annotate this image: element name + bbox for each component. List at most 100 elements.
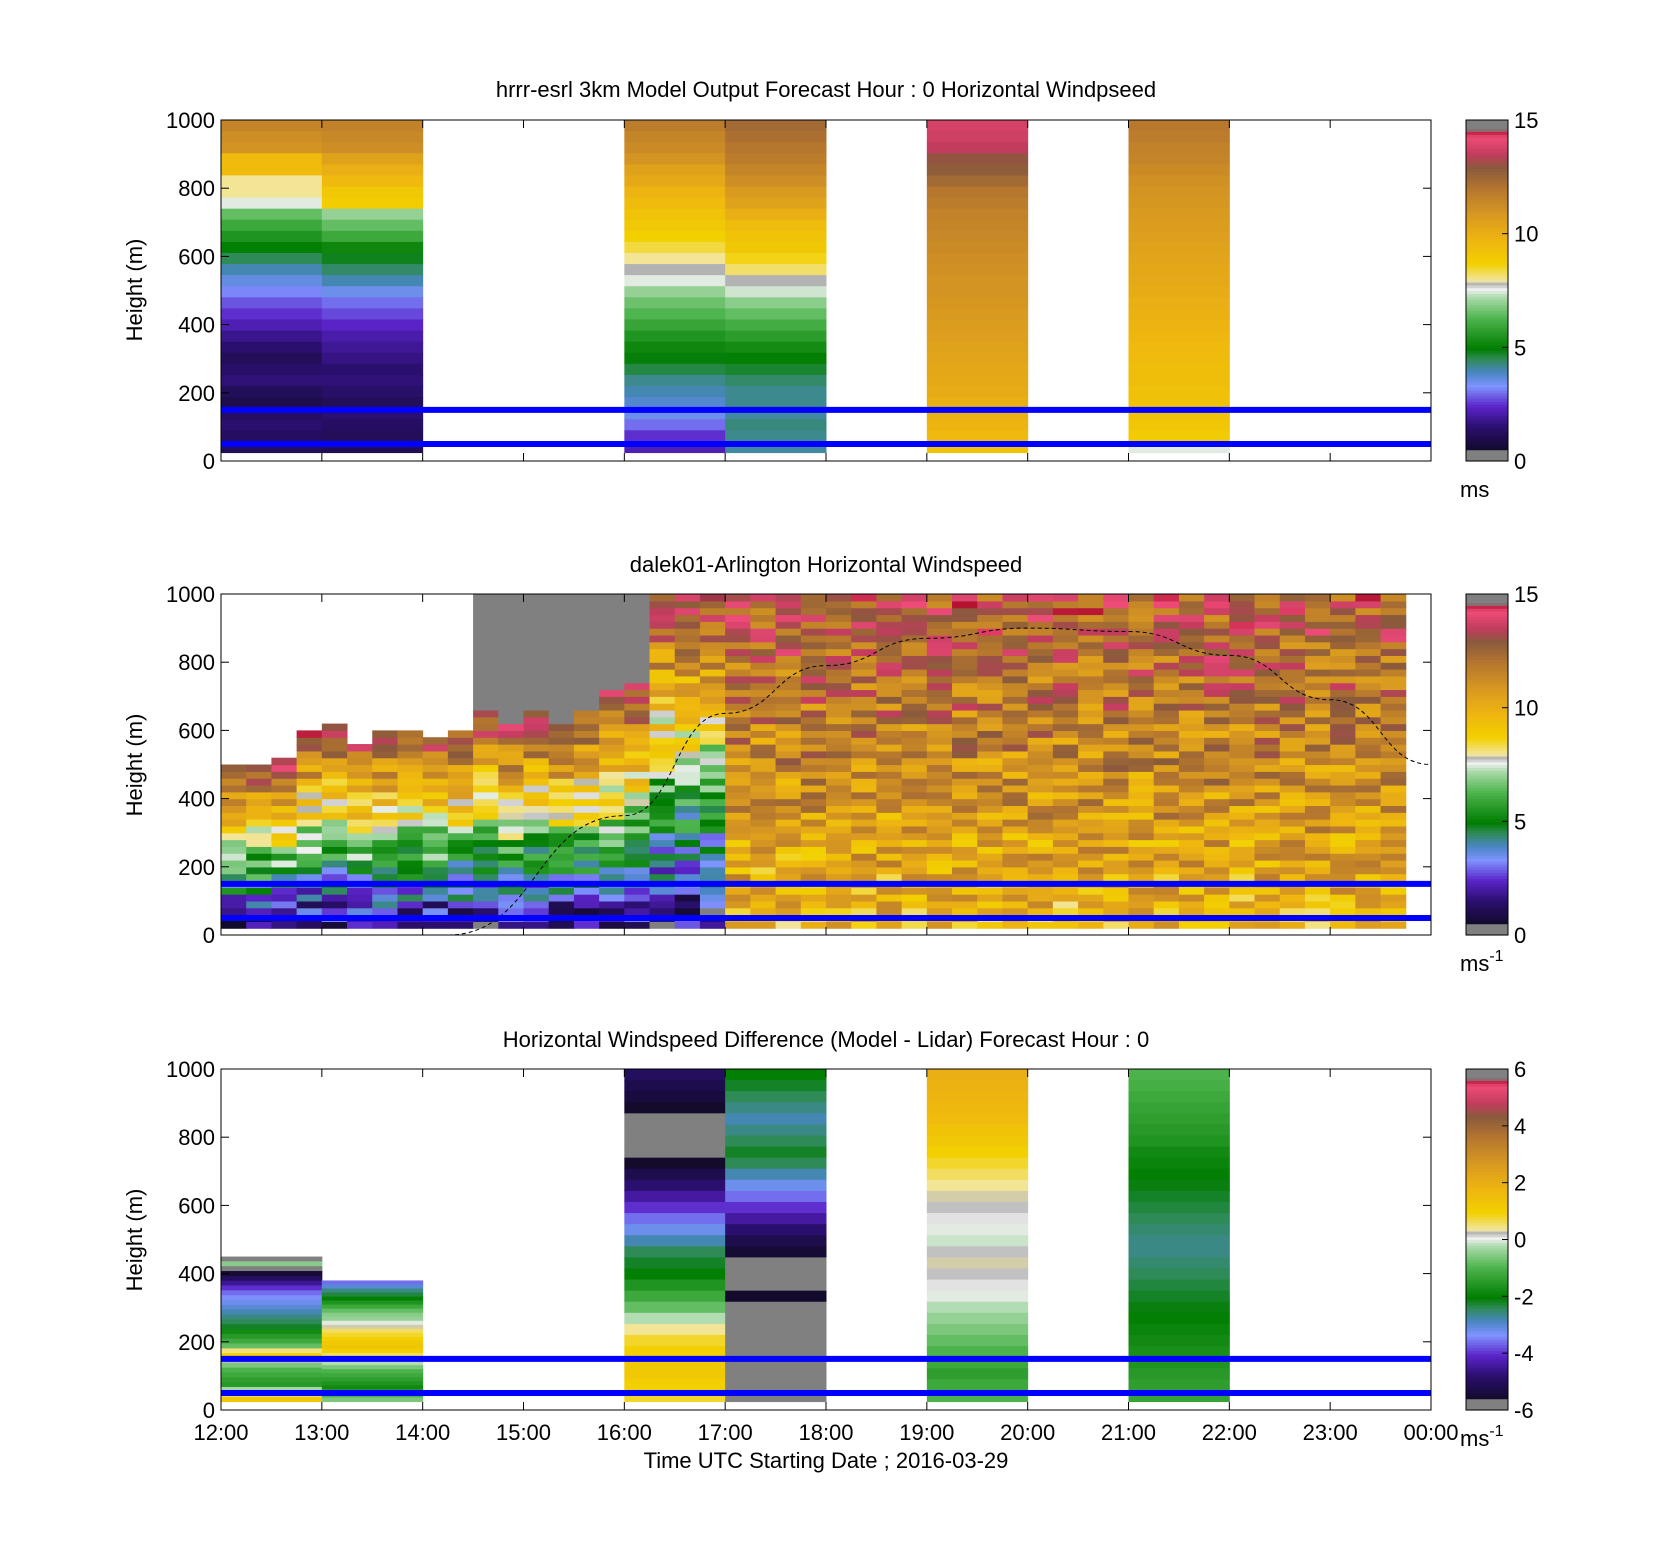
heatmap-cell	[725, 757, 751, 766]
heatmap-cell	[321, 363, 424, 376]
colorbar-segment	[1466, 219, 1508, 223]
colorbar-segment	[1466, 642, 1508, 646]
heatmap-cell	[296, 825, 323, 834]
colorbar-segment	[1466, 696, 1508, 700]
heatmap-cell	[221, 1377, 323, 1383]
heatmap-cell	[800, 921, 827, 929]
heatmap-cell	[1027, 682, 1054, 691]
heatmap-cell	[826, 723, 852, 731]
colorbar-segment	[1466, 139, 1508, 144]
heatmap-cell	[624, 397, 726, 409]
heatmap-cell	[372, 866, 398, 875]
heatmap-cell	[221, 441, 323, 454]
heatmap-cell	[977, 859, 1003, 868]
heatmap-cell	[473, 703, 499, 711]
colorbar-tick-label: 10	[1514, 222, 1538, 247]
heatmap-cell	[1078, 607, 1104, 616]
heatmap-cell	[498, 771, 524, 779]
heatmap-cell	[1229, 798, 1256, 807]
heatmap-cell	[1304, 757, 1331, 766]
heatmap-cell	[952, 607, 978, 616]
heatmap-cell	[926, 175, 1029, 188]
heatmap-cell	[1204, 723, 1230, 731]
heatmap-cell	[1128, 1168, 1230, 1181]
colorbar-segment	[1466, 276, 1508, 280]
heatmap-cell	[422, 866, 449, 875]
colorbar-tick-label: 0	[1514, 1228, 1526, 1253]
heatmap-cell	[347, 900, 373, 909]
heatmap-cell	[1204, 669, 1230, 677]
heatmap-cell	[1355, 669, 1382, 677]
heatmap-cell	[548, 771, 575, 779]
heatmap-cell	[1002, 607, 1029, 616]
heatmap-cell	[699, 873, 726, 882]
heatmap-cell	[347, 805, 373, 813]
heatmap-cell	[624, 716, 651, 725]
heatmap-cell	[1153, 778, 1180, 786]
heatmap-cell	[473, 907, 499, 916]
heatmap-cell	[523, 866, 550, 875]
heatmap-cell	[725, 791, 751, 800]
heatmap-cell	[624, 197, 726, 210]
heatmap-cell	[1128, 1091, 1230, 1103]
colorbar-segment	[1466, 1378, 1508, 1383]
heatmap-cell	[548, 839, 575, 847]
heatmap-cell	[649, 798, 676, 807]
heatmap-cell	[1052, 723, 1079, 731]
heatmap-cell	[1254, 641, 1281, 650]
heatmap-cell	[624, 628, 651, 636]
heatmap-cell	[548, 819, 575, 827]
heatmap-cell	[548, 696, 575, 704]
heatmap-cell	[624, 662, 651, 670]
y-tick-label: 600	[178, 1193, 215, 1218]
heatmap-cell	[851, 600, 877, 609]
heatmap-cell	[1103, 634, 1129, 643]
heatmap-cell	[372, 853, 398, 861]
heatmap-cell	[826, 682, 852, 691]
colorbar-segment	[1466, 852, 1508, 857]
heatmap-cell	[1204, 648, 1230, 656]
heatmap-cell	[977, 641, 1003, 650]
heatmap-cell	[246, 812, 272, 820]
heatmap-cell	[926, 805, 953, 813]
heatmap-cell	[321, 374, 424, 387]
heatmap-cell	[397, 778, 424, 786]
heatmap-cell	[649, 723, 676, 731]
panel-model-title: hrrr-esrl 3km Model Output Forecast Hour…	[496, 77, 1156, 102]
colorbar-segment	[1466, 821, 1508, 825]
heatmap-cell	[851, 907, 877, 916]
heatmap-cell	[750, 689, 777, 697]
colorbar-segment	[1466, 1259, 1508, 1263]
y-tick-label: 600	[178, 718, 215, 743]
heatmap-cell	[1078, 853, 1104, 861]
heatmap-cell	[750, 750, 777, 759]
heatmap-cell	[1178, 703, 1205, 711]
heatmap-cell	[977, 757, 1003, 766]
heatmap-cell	[1103, 805, 1129, 813]
heatmap-cell	[926, 859, 953, 868]
heatmap-cell	[1128, 600, 1155, 609]
heatmap-cell	[977, 778, 1003, 786]
heatmap-cell	[1279, 703, 1306, 711]
heatmap-cell	[221, 1314, 323, 1320]
heatmap-cell	[498, 853, 524, 861]
colorbar-segment	[1466, 165, 1508, 169]
heatmap-cell	[775, 894, 802, 902]
heatmap-cell	[775, 791, 802, 800]
heatmap-cell	[1052, 648, 1079, 656]
heatmap-cell	[649, 832, 676, 841]
heatmap-cell	[1304, 866, 1331, 875]
colorbar-segment	[1466, 173, 1508, 178]
heatmap-cell	[725, 441, 827, 454]
heatmap-cell	[321, 1365, 424, 1370]
heatmap-cell	[221, 430, 323, 442]
heatmap-cell	[447, 730, 474, 738]
heatmap-cell	[221, 1280, 323, 1287]
heatmap-cell	[624, 723, 651, 731]
heatmap-cell	[952, 819, 978, 827]
heatmap-cell	[1380, 873, 1407, 882]
heatmap-cell	[1128, 921, 1155, 929]
heatmap-cell	[977, 894, 1003, 902]
heatmap-cell	[800, 750, 827, 759]
heatmap-cell	[851, 669, 877, 677]
